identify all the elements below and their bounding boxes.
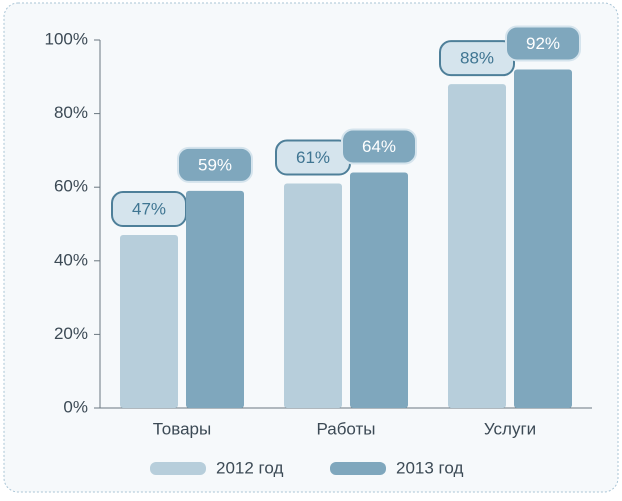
value-label: 47%	[132, 200, 166, 219]
value-label: 88%	[460, 49, 494, 68]
value-label: 92%	[526, 34, 560, 53]
x-tick-label: Работы	[316, 419, 375, 438]
bar	[186, 190, 244, 408]
bar	[284, 183, 342, 408]
value-label: 59%	[198, 155, 232, 174]
y-tick-label: 100%	[45, 29, 88, 48]
bar	[514, 69, 572, 408]
value-label-box	[341, 128, 417, 165]
value-label: 64%	[362, 137, 396, 156]
legend-swatch	[150, 462, 206, 475]
y-tick-label: 40%	[54, 250, 88, 269]
legend-label: 2013 год	[396, 458, 463, 477]
y-tick-label: 20%	[54, 324, 88, 343]
y-tick-label: 0%	[63, 397, 88, 416]
value-label-box	[177, 146, 253, 183]
bar	[448, 84, 506, 408]
bar	[120, 235, 178, 408]
value-label: 61%	[296, 148, 330, 167]
value-label-box	[505, 25, 581, 62]
y-tick-label: 80%	[54, 103, 88, 122]
legend-swatch	[330, 462, 386, 475]
y-tick-label: 60%	[54, 177, 88, 196]
bar	[350, 172, 408, 408]
x-tick-label: Товары	[153, 419, 211, 438]
legend-label: 2012 год	[216, 458, 283, 477]
x-tick-label: Услуги	[484, 419, 536, 438]
